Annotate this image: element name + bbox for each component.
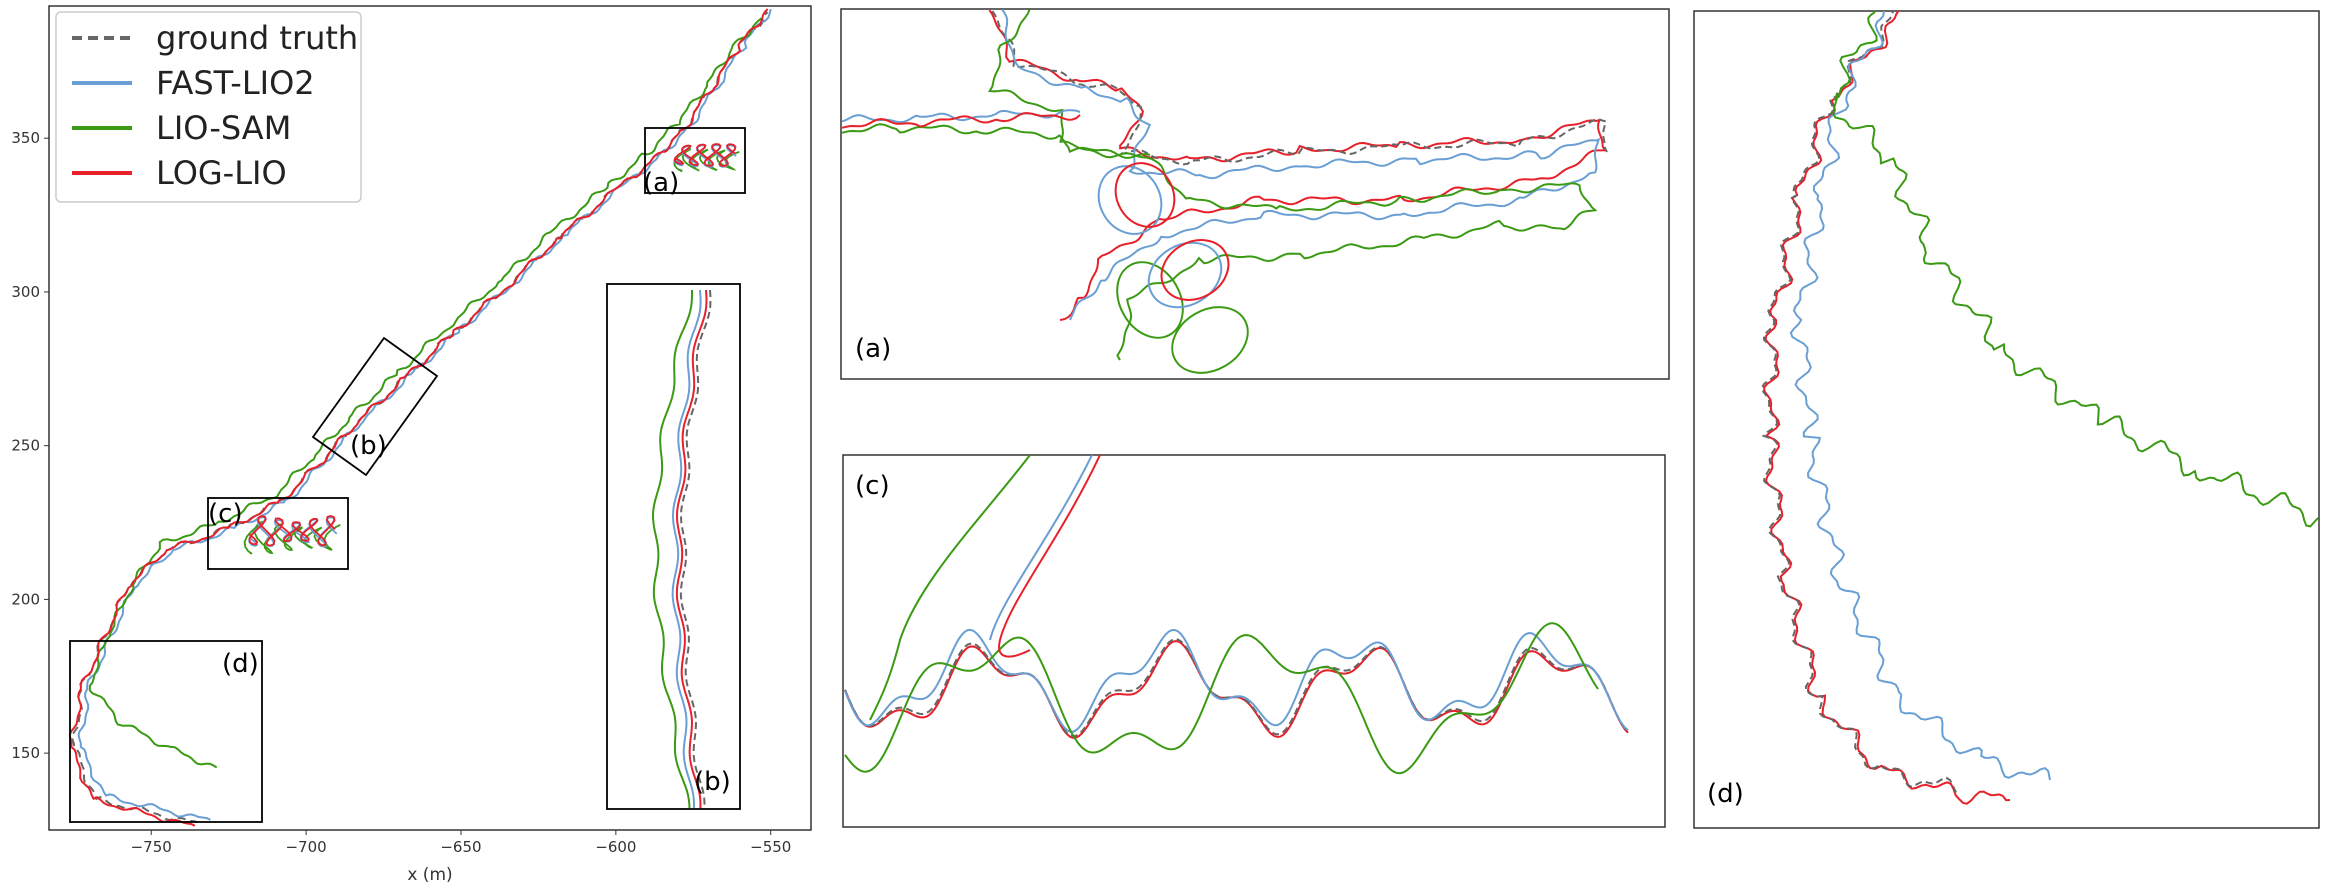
- panel-a-curves: [841, 9, 1608, 374]
- y-tick-label: 350: [11, 129, 40, 147]
- inset-b-log-lio: [675, 289, 708, 809]
- panel-a-loop: [1116, 261, 1184, 339]
- main-loop-details: [243, 143, 740, 555]
- panel-a-log-lio: [988, 9, 1607, 321]
- panel-a-loop: [1114, 162, 1176, 228]
- panel-a-ground-truth: [991, 10, 1608, 166]
- panel-a-loop: [1147, 241, 1223, 309]
- region-label-b: (b): [350, 431, 387, 461]
- main-series: [68, 8, 772, 827]
- panel-d-ground-truth: [1760, 11, 1961, 793]
- series-line-log-lio: [68, 8, 769, 827]
- inset-b-curves: [651, 289, 712, 809]
- y-tick-label: 300: [11, 283, 40, 301]
- region-box-c: [207, 497, 349, 570]
- panel-c-log-lio-entry: [998, 455, 1101, 658]
- region-box-d: [69, 640, 263, 823]
- y-tick-label: 200: [11, 590, 40, 608]
- panel-c-lio-sam: [844, 622, 1599, 775]
- panel-a-frame: [840, 8, 1670, 380]
- main-ticks: −750 −700 −650 −600 −550 150 200 250 300 350: [11, 129, 791, 856]
- region-label-c: (c): [208, 499, 243, 529]
- y-tick-label: 150: [11, 744, 40, 762]
- legend-label: FAST-LIO2: [156, 64, 315, 102]
- main-axes-frame: [48, 5, 812, 831]
- panel-a-lio-sam: [988, 9, 1598, 361]
- panel-d-fast-lio2: [1789, 11, 2051, 781]
- panel-d-label: (d): [1707, 779, 1744, 809]
- legend-label: ground truth: [156, 19, 358, 57]
- legend-label: LOG-LIO: [156, 154, 287, 192]
- panel-c-fast-lio2-entry: [989, 455, 1093, 641]
- panel-a-label: (a): [855, 334, 891, 364]
- x-tick-label: −650: [440, 838, 481, 856]
- panel-c-fast-lio2: [844, 628, 1629, 733]
- panel-d-curves: [1760, 11, 2319, 805]
- panel-a-lio-sam-left: [841, 123, 1151, 159]
- region-box-b: [311, 336, 439, 477]
- x-tick-label: −600: [595, 838, 636, 856]
- region-label-a: (a): [643, 168, 679, 198]
- panel-a-loop: [1097, 165, 1163, 235]
- panel-c-curves: [844, 455, 1629, 775]
- legend: ground truth FAST-LIO2 LIO-SAM LOG-LIO: [55, 11, 362, 203]
- inset-b-lio-sam: [651, 290, 693, 809]
- legend-label: LIO-SAM: [156, 109, 291, 147]
- legend-frame: [55, 11, 362, 203]
- panel-c-log-lio: [844, 640, 1629, 739]
- panel-a-loop: [1160, 239, 1230, 301]
- panel-d-frame: [1693, 10, 2320, 829]
- x-tick-label: −750: [131, 838, 172, 856]
- loop-detail: [673, 143, 737, 167]
- panel-d-log-lio: [1762, 11, 2011, 805]
- x-axis-label: x (m): [407, 865, 452, 885]
- region-label-d: (d): [222, 649, 259, 679]
- panel-c-label: (c): [855, 471, 890, 501]
- panel-a-fast-lio2: [1001, 9, 1601, 321]
- panel-a-log-lio-left: [841, 112, 1081, 129]
- panel-d-lio-sam: [1832, 11, 2319, 528]
- y-tick-label: 250: [11, 437, 40, 455]
- loop-detail: [248, 515, 336, 547]
- x-tick-label: −550: [750, 838, 791, 856]
- panel-c-lio-sam-entry: [869, 455, 1031, 721]
- inset-b-label: (b): [694, 767, 731, 797]
- inset-b-fast-lio2: [671, 289, 702, 809]
- panel-c-frame: [842, 454, 1666, 828]
- region-box-a: [644, 127, 746, 194]
- panel-a-loop: [1171, 306, 1249, 374]
- x-tick-label: −700: [285, 838, 326, 856]
- inset-b-ground-truth: [679, 289, 712, 809]
